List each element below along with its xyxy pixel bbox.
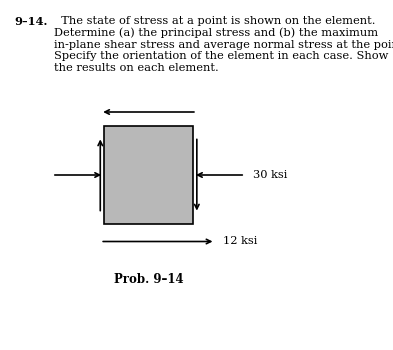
Text: 12 ksi: 12 ksi [223, 237, 257, 246]
Text: 9–14.: 9–14. [15, 16, 48, 27]
Text: 30 ksi: 30 ksi [253, 170, 287, 180]
Text: The state of stress at a point is shown on the element.
Determine (a) the princi: The state of stress at a point is shown … [54, 16, 393, 73]
Bar [104, 126, 193, 224]
Text: Prob. 9–14: Prob. 9–14 [114, 273, 184, 286]
